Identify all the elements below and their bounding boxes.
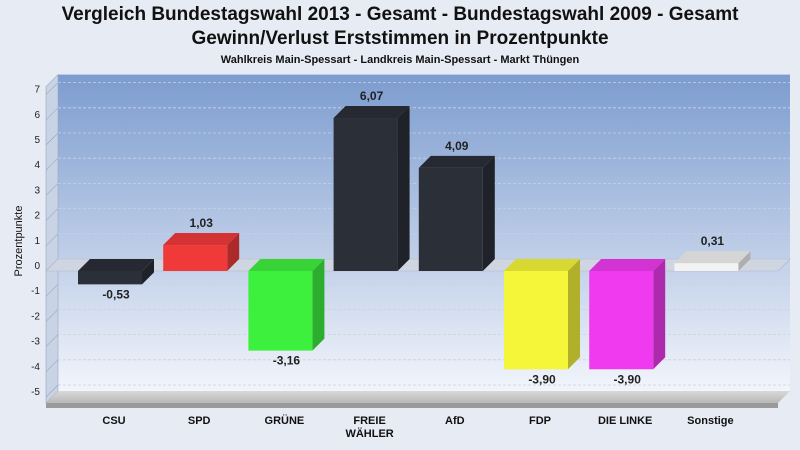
bar-value-label: -3,90 — [614, 372, 642, 386]
bar-side — [142, 259, 154, 285]
bar-side — [227, 233, 240, 271]
x-tick-label: Sonstige — [687, 415, 733, 427]
bar — [248, 271, 313, 351]
gridline-side — [45, 107, 59, 121]
bar-value-label: -3,16 — [273, 354, 301, 368]
bar-top — [674, 251, 751, 264]
y-tick-label: -5 — [31, 387, 40, 398]
bar — [333, 118, 398, 271]
gridline-side — [45, 157, 59, 171]
y-tick-label: 2 — [34, 211, 40, 222]
bar-side — [738, 251, 751, 271]
bar — [589, 271, 654, 370]
x-tick-label: AfD — [445, 415, 465, 427]
bar — [674, 263, 739, 271]
x-tick-label: DIE LINKE — [598, 415, 652, 427]
y-tick-label: 5 — [34, 135, 40, 146]
y-tick-label: 1 — [34, 236, 40, 247]
bar-side — [568, 259, 580, 370]
bar — [418, 167, 483, 271]
y-tick-label: -2 — [31, 311, 40, 322]
bar-side — [482, 155, 495, 271]
gridline-side — [45, 82, 59, 95]
bar-value-label: 1,03 — [190, 216, 214, 230]
x-tick-label: WÄHLER — [345, 427, 393, 440]
y-tick-label: 0 — [34, 261, 40, 272]
gridline-side — [45, 183, 59, 196]
bar-top — [418, 155, 495, 168]
y-tick-label: -3 — [31, 337, 40, 348]
y-tick-label: 4 — [34, 160, 40, 171]
y-tick-label: 6 — [34, 110, 40, 121]
gridline-side — [45, 233, 59, 247]
bar-value-label: 4,09 — [445, 139, 469, 153]
gridline-side — [45, 132, 59, 146]
x-tick-label: FDP — [529, 415, 551, 427]
gridline-side — [45, 283, 59, 297]
bar-top — [504, 259, 580, 271]
bar-top — [333, 106, 410, 119]
bar — [163, 245, 228, 271]
y-tick-label: 3 — [34, 185, 40, 196]
x-tick-label: SPD — [188, 415, 211, 427]
bar-value-label: -0,53 — [102, 287, 130, 301]
y-tick-label: -1 — [31, 286, 40, 297]
gridline-side — [45, 334, 59, 347]
bar-top — [248, 259, 325, 271]
chart-subtitle: Wahlkreis Main-Spessart - Landkreis Main… — [220, 54, 580, 66]
chart-title-line2: Gewinn/Verlust Erststimmen in Prozentpun… — [191, 28, 609, 49]
bar-top — [589, 259, 666, 271]
chart-title-line1: Vergleich Bundestagswahl 2013 - Gesamt -… — [61, 4, 739, 25]
x-tick-label: CSU — [102, 415, 125, 427]
bar — [78, 271, 142, 285]
bar-value-label: 0,31 — [701, 234, 725, 248]
bar-top — [78, 259, 154, 271]
x-tick-label: FREIE — [353, 415, 385, 427]
gridline-side — [45, 309, 59, 322]
bar-value-label: -3,90 — [528, 372, 556, 386]
y-axis-label: Prozentpunkte — [13, 206, 25, 277]
bar-value-label: 6,07 — [360, 89, 384, 103]
bar-side — [312, 259, 325, 351]
plot-floor — [46, 391, 790, 403]
y-tick-label: 7 — [34, 85, 40, 96]
gridline-side — [45, 384, 59, 398]
floor-edge — [46, 403, 778, 408]
bar-side — [397, 106, 410, 271]
gridline-side — [45, 359, 59, 373]
bar — [504, 271, 568, 370]
gridline-side — [45, 208, 59, 221]
bar-side — [653, 259, 666, 370]
left-wall — [45, 73, 59, 404]
bar-top — [163, 233, 240, 246]
x-tick-label: GRÜNE — [265, 414, 305, 427]
y-tick-label: -4 — [31, 362, 40, 373]
